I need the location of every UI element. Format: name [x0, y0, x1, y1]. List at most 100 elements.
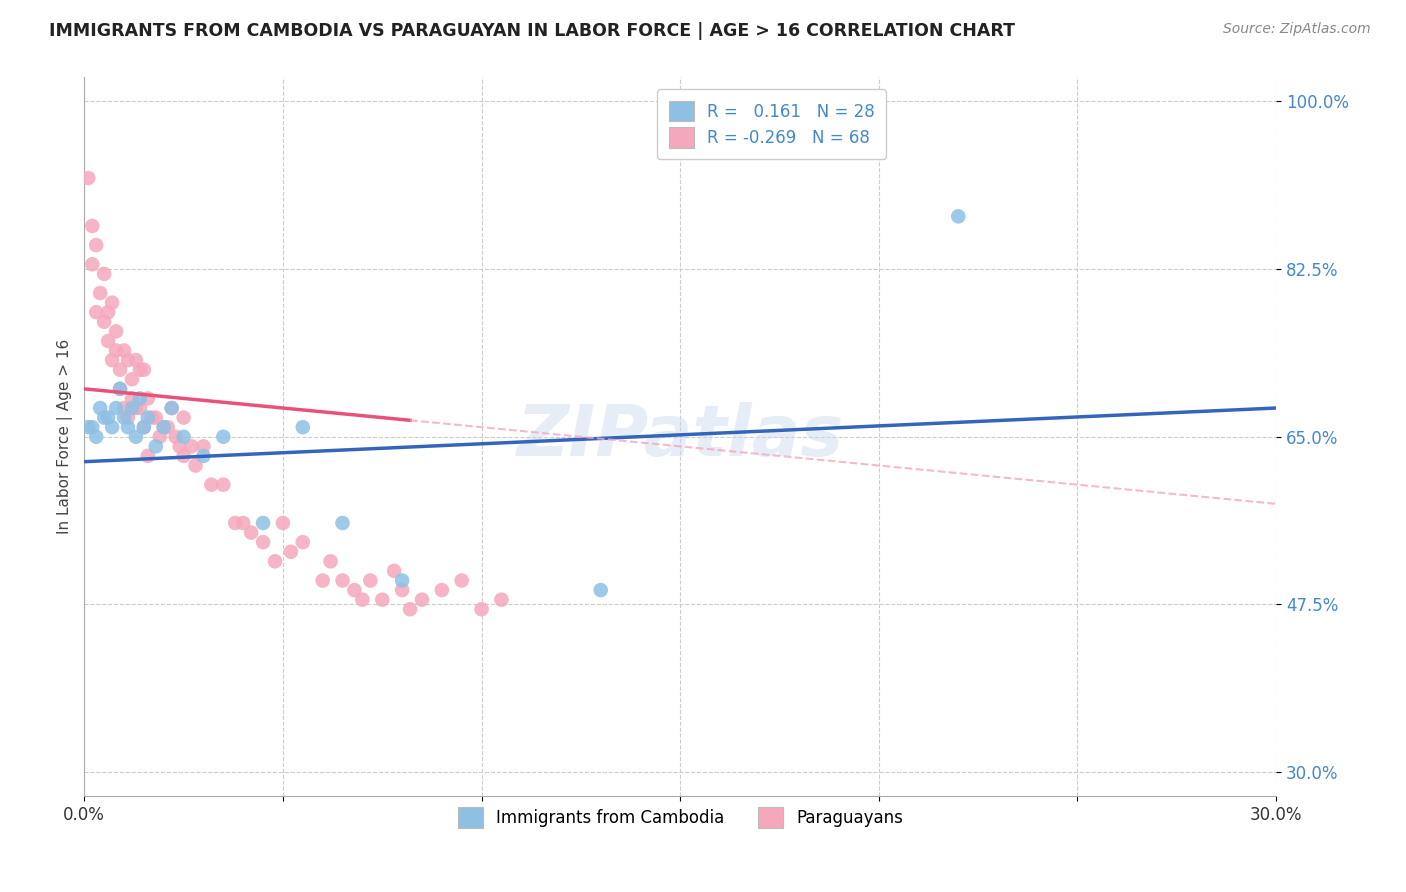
Point — [160, 401, 183, 415]
Point — [82, 257, 104, 271]
Point — [491, 592, 513, 607]
Point — [125, 401, 148, 415]
Point — [252, 516, 274, 530]
Point — [240, 525, 263, 540]
Point — [112, 410, 135, 425]
Text: IMMIGRANTS FROM CAMBODIA VS PARAGUAYAN IN LABOR FORCE | AGE > 16 CORRELATION CHA: IMMIGRANTS FROM CAMBODIA VS PARAGUAYAN I… — [49, 22, 1015, 40]
Point — [112, 343, 135, 358]
Point — [224, 516, 246, 530]
Point — [149, 430, 172, 444]
Point — [169, 439, 191, 453]
Point — [129, 401, 152, 415]
Point — [343, 583, 366, 598]
Point — [82, 420, 104, 434]
Point — [184, 458, 207, 473]
Point — [105, 343, 128, 358]
Point — [108, 382, 131, 396]
Point — [84, 305, 107, 319]
Point — [399, 602, 422, 616]
Point — [264, 554, 287, 568]
Point — [145, 410, 167, 425]
Point — [589, 583, 612, 598]
Point — [291, 420, 314, 434]
Point — [180, 439, 202, 453]
Point — [132, 420, 155, 434]
Point — [450, 574, 472, 588]
Point — [129, 362, 152, 376]
Point — [136, 449, 159, 463]
Point — [121, 372, 143, 386]
Point — [82, 219, 104, 233]
Point — [332, 574, 354, 588]
Point — [117, 410, 139, 425]
Point — [165, 430, 187, 444]
Point — [471, 602, 494, 616]
Point — [125, 353, 148, 368]
Text: Source: ZipAtlas.com: Source: ZipAtlas.com — [1223, 22, 1371, 37]
Point — [136, 410, 159, 425]
Point — [352, 592, 374, 607]
Text: ZIPatlas: ZIPatlas — [516, 402, 844, 471]
Point — [105, 401, 128, 415]
Point — [145, 439, 167, 453]
Point — [101, 420, 124, 434]
Point — [332, 516, 354, 530]
Point — [391, 574, 413, 588]
Y-axis label: In Labor Force | Age > 16: In Labor Force | Age > 16 — [58, 339, 73, 534]
Legend: Immigrants from Cambodia, Paraguayans: Immigrants from Cambodia, Paraguayans — [451, 801, 910, 835]
Point — [271, 516, 294, 530]
Point — [252, 535, 274, 549]
Point — [105, 324, 128, 338]
Point — [311, 574, 333, 588]
Point — [391, 583, 413, 598]
Point — [136, 392, 159, 406]
Point — [108, 362, 131, 376]
Point — [173, 430, 195, 444]
Point — [93, 267, 115, 281]
Point — [132, 420, 155, 434]
Point — [89, 286, 111, 301]
Point — [89, 401, 111, 415]
Point — [77, 420, 100, 434]
Point — [382, 564, 405, 578]
Point — [156, 420, 179, 434]
Point — [117, 353, 139, 368]
Point — [77, 171, 100, 186]
Point — [291, 535, 314, 549]
Point — [93, 410, 115, 425]
Point — [319, 554, 342, 568]
Point — [280, 545, 302, 559]
Point — [152, 420, 174, 434]
Point — [97, 410, 120, 425]
Point — [101, 353, 124, 368]
Point — [200, 477, 222, 491]
Point — [132, 362, 155, 376]
Point — [141, 410, 163, 425]
Point — [125, 430, 148, 444]
Point — [193, 449, 215, 463]
Point — [232, 516, 254, 530]
Point — [101, 295, 124, 310]
Point — [93, 315, 115, 329]
Point — [117, 420, 139, 434]
Point — [371, 592, 394, 607]
Point — [212, 477, 235, 491]
Point — [212, 430, 235, 444]
Point — [160, 401, 183, 415]
Point — [97, 334, 120, 348]
Point — [129, 392, 152, 406]
Point — [173, 449, 195, 463]
Point — [112, 401, 135, 415]
Point — [108, 382, 131, 396]
Point — [359, 574, 381, 588]
Point — [97, 305, 120, 319]
Point — [84, 430, 107, 444]
Point — [411, 592, 433, 607]
Point — [152, 420, 174, 434]
Point — [121, 392, 143, 406]
Point — [84, 238, 107, 252]
Point — [121, 401, 143, 415]
Point — [193, 439, 215, 453]
Point — [430, 583, 453, 598]
Point — [173, 410, 195, 425]
